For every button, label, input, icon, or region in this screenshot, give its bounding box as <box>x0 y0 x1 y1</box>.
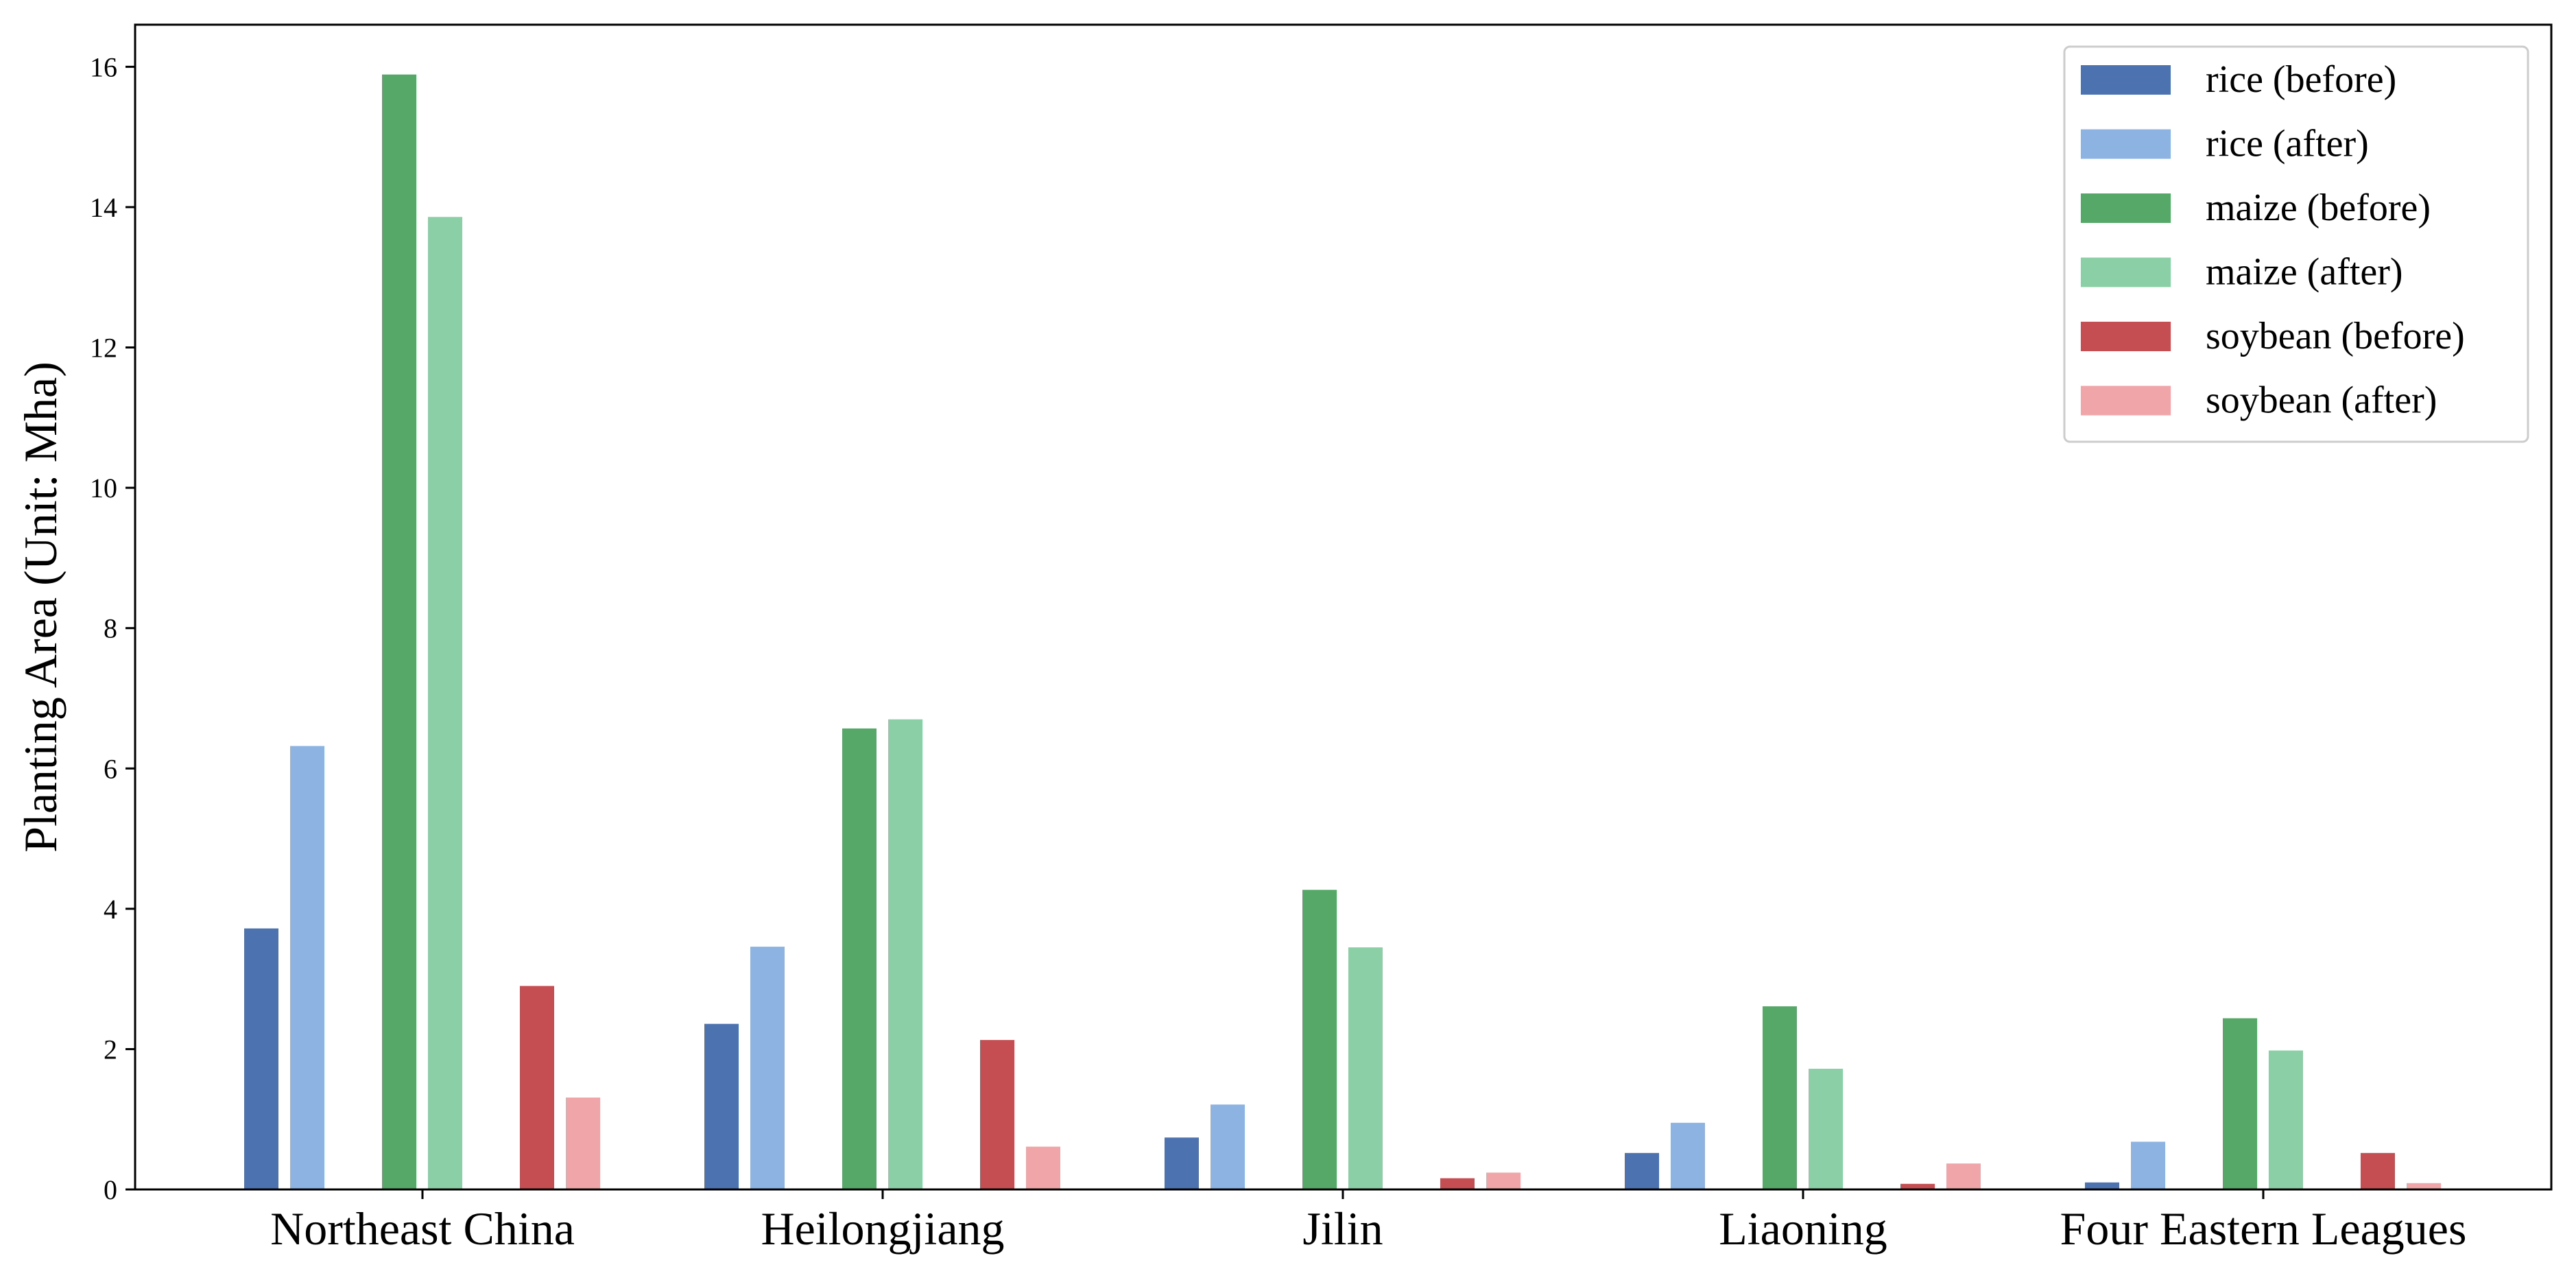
y-tick-label: 10 <box>90 473 117 503</box>
y-tick-label: 2 <box>104 1034 117 1065</box>
y-axis-label: Planting Area (Unit: Mha) <box>14 362 67 853</box>
legend-label: soybean (before) <box>2206 315 2465 357</box>
legend-label: soybean (after) <box>2206 379 2437 422</box>
y-tick-label: 0 <box>104 1174 117 1205</box>
bar-maize-before-1 <box>842 728 876 1189</box>
bar-rice-after-3 <box>1671 1122 1705 1189</box>
bar-maize-before-0 <box>382 74 416 1190</box>
bar-maize-before-4 <box>2223 1018 2257 1189</box>
bar-soybean-before-1 <box>980 1040 1014 1189</box>
legend-swatch <box>2081 129 2171 159</box>
legend-box <box>2063 45 2529 443</box>
x-tick-label: Jilin <box>1302 1202 1383 1255</box>
bar-rice-before-4 <box>2085 1182 2119 1189</box>
x-tick-label: Heilongjiang <box>761 1202 1004 1255</box>
legend-swatch <box>2081 193 2171 223</box>
bar-maize-after-1 <box>888 719 922 1189</box>
bar-maize-after-2 <box>1348 947 1383 1189</box>
bar-soybean-before-3 <box>1900 1183 1935 1189</box>
legend-label: maize (after) <box>2206 251 2403 294</box>
y-tick-label: 16 <box>90 51 117 82</box>
bar-soybean-before-2 <box>1440 1178 1475 1189</box>
bar-maize-after-4 <box>2269 1050 2303 1189</box>
bar-rice-after-4 <box>2131 1141 2165 1189</box>
y-tick-label: 6 <box>104 753 117 784</box>
bar-maize-before-3 <box>1763 1006 1797 1189</box>
y-tick-label: 12 <box>90 333 117 364</box>
x-tick-label: Northeast China <box>270 1202 575 1255</box>
bar-soybean-after-4 <box>2407 1183 2441 1189</box>
bar-maize-before-2 <box>1302 890 1337 1189</box>
legend-swatch <box>2081 322 2171 351</box>
bar-soybean-after-2 <box>1486 1172 1520 1189</box>
legend: rice (before) rice (after) maize (before) m… <box>2063 45 2529 443</box>
bar-rice-after-0 <box>290 746 324 1189</box>
bar-soybean-before-4 <box>2361 1152 2395 1189</box>
bar-soybean-before-0 <box>520 986 554 1189</box>
legend-swatch <box>2081 257 2171 287</box>
legend-label: rice (after) <box>2206 123 2369 165</box>
x-tick-label: Four Eastern Leagues <box>2060 1202 2467 1255</box>
y-tick-label: 4 <box>104 894 117 925</box>
legend-label: maize (before) <box>2206 187 2431 229</box>
legend-swatch <box>2081 386 2171 416</box>
bar-maize-after-3 <box>1809 1069 1843 1189</box>
bar-rice-before-2 <box>1165 1137 1199 1189</box>
legend-swatch <box>2081 65 2171 95</box>
plot-frame <box>134 23 2553 1191</box>
y-tick-label: 14 <box>90 192 117 223</box>
legend-label: rice (before) <box>2206 58 2396 101</box>
bar-rice-before-1 <box>704 1023 739 1189</box>
x-axis: Northeast China Heilongjiang Jilin Liaoning… <box>270 1189 2466 1255</box>
bar-maize-after-0 <box>428 217 462 1190</box>
y-axis: 0 2 4 6 8 10 12 14 16 <box>90 51 135 1205</box>
x-tick-label: Liaoning <box>1719 1202 1887 1255</box>
bar-rice-after-1 <box>750 947 785 1189</box>
bars-layer <box>244 74 2441 1190</box>
bar-soybean-after-0 <box>566 1098 600 1189</box>
bar-soybean-after-3 <box>1946 1163 1981 1189</box>
bar-rice-before-0 <box>244 928 278 1189</box>
bar-soybean-after-1 <box>1026 1146 1060 1189</box>
bar-rice-before-3 <box>1625 1152 1659 1189</box>
y-tick-label: 8 <box>104 613 117 644</box>
bar-rice-after-2 <box>1211 1104 1245 1189</box>
